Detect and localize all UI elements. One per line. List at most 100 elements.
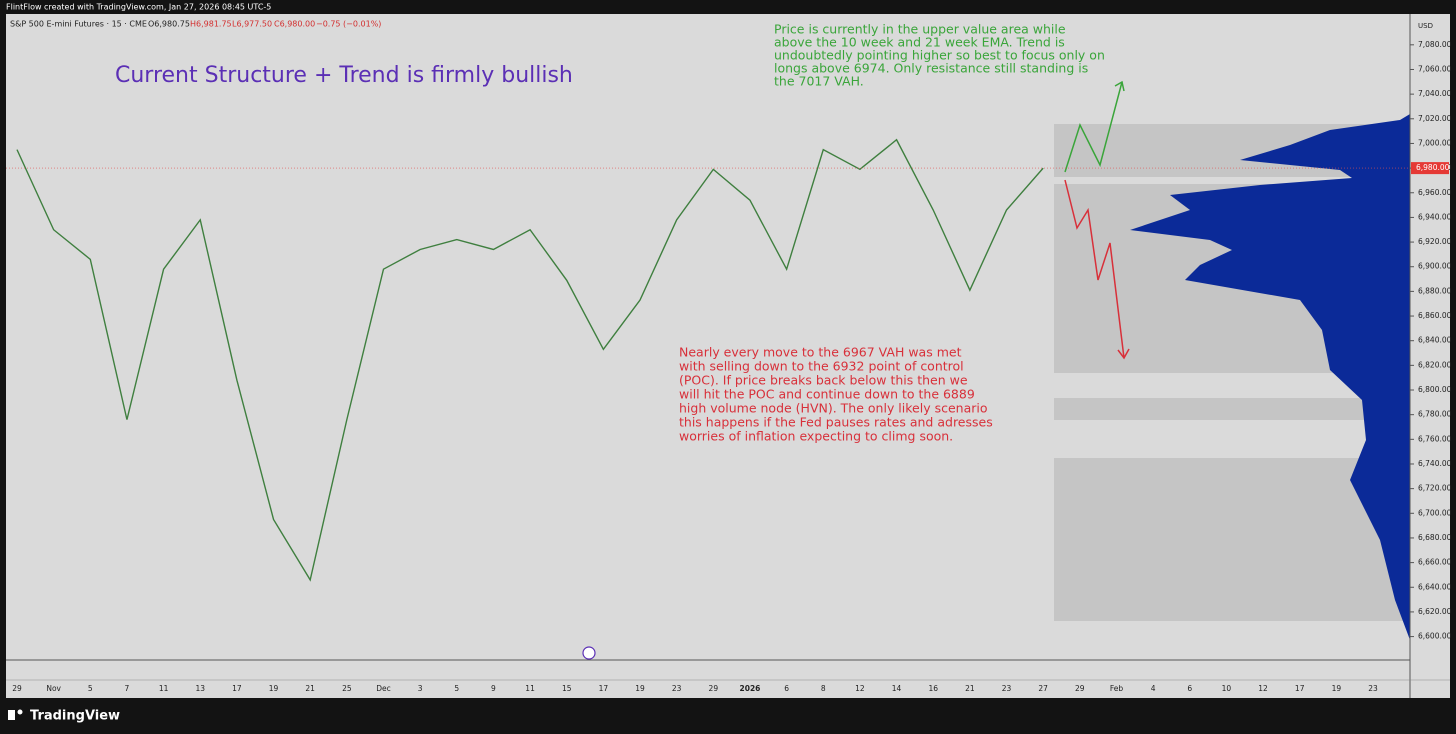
x-tick-label: 5 bbox=[88, 684, 93, 693]
y-tick-label: 6,660.00 bbox=[1418, 558, 1452, 567]
chart-title: Current Structure + Trend is firmly bull… bbox=[115, 63, 573, 88]
x-tick-label: 14 bbox=[892, 684, 902, 693]
va-box bbox=[1054, 398, 1410, 420]
last-price-label: 6,980.00 bbox=[1416, 163, 1450, 172]
annotation-bull: above the 10 week and 21 week EMA. Trend… bbox=[774, 35, 1065, 50]
x-tick-label: Feb bbox=[1110, 684, 1124, 693]
y-tick-label: 6,960.00 bbox=[1418, 188, 1452, 197]
x-tick-label: 11 bbox=[159, 684, 169, 693]
x-tick-label: 17 bbox=[1295, 684, 1305, 693]
x-tick-label: 8 bbox=[821, 684, 826, 693]
ohlc-value: L6,977.50 bbox=[232, 20, 272, 29]
y-tick-label: 7,000.00 bbox=[1418, 138, 1452, 147]
y-tick-label: 6,880.00 bbox=[1418, 286, 1452, 295]
x-tick-label: 19 bbox=[269, 684, 279, 693]
volume-profile bbox=[1130, 114, 1410, 640]
y-tick-label: 6,860.00 bbox=[1418, 311, 1452, 320]
y-tick-label: 6,820.00 bbox=[1418, 360, 1452, 369]
x-tick-label: 23 bbox=[1368, 684, 1378, 693]
ohlc-value: H6,981.75 bbox=[190, 20, 232, 29]
x-tick-label: 19 bbox=[635, 684, 645, 693]
ohlc-value: O6,980.75 bbox=[148, 20, 190, 29]
x-tick-label: 29 bbox=[709, 684, 719, 693]
bear-arrow bbox=[1064, 179, 1125, 359]
x-tick-label: 5 bbox=[454, 684, 459, 693]
bull-arrowhead bbox=[1114, 80, 1125, 92]
ohlc-value: −0.75 (−0.01%) bbox=[316, 20, 381, 29]
annotation-bear: (POC). If price breaks back below this t… bbox=[679, 373, 968, 388]
annotation-bull: longs above 6974. Only resistance still … bbox=[774, 61, 1088, 76]
x-tick-label: 16 bbox=[928, 684, 938, 693]
x-tick-label: 4 bbox=[1151, 684, 1156, 693]
logo bbox=[8, 710, 15, 720]
y-tick-label: 7,020.00 bbox=[1418, 114, 1452, 123]
y-tick-label: 6,760.00 bbox=[1418, 434, 1452, 443]
x-tick-label: 23 bbox=[672, 684, 682, 693]
x-tick-label: 12 bbox=[855, 684, 865, 693]
x-tick-label: 15 bbox=[562, 684, 572, 693]
x-tick-label: 7 bbox=[125, 684, 130, 693]
x-tick-label: Dec bbox=[376, 684, 391, 693]
x-tick-label: 9 bbox=[491, 684, 496, 693]
annotation-bear: this happens if the Fed pauses rates and… bbox=[679, 415, 993, 430]
x-tick-label: 19 bbox=[1332, 684, 1342, 693]
annotation-bear: high volume node (HVN). The only likely … bbox=[679, 401, 988, 416]
x-tick-label: 6 bbox=[784, 684, 789, 693]
ohlc-value: C6,980.00 bbox=[274, 20, 315, 29]
x-tick-label: 3 bbox=[418, 684, 423, 693]
x-tick-label: 27 bbox=[1038, 684, 1048, 693]
y-tick-label: 6,640.00 bbox=[1418, 582, 1452, 591]
x-tick-label: 29 bbox=[12, 684, 22, 693]
annotation-bull: undoubtedly pointing higher so best to f… bbox=[774, 48, 1105, 63]
x-tick-label: 23 bbox=[1002, 684, 1012, 693]
annotation-bear: with selling down to the 6932 point of c… bbox=[679, 359, 964, 374]
price-line bbox=[16, 138, 1044, 582]
footer-bar bbox=[0, 698, 1456, 734]
logo bbox=[17, 709, 23, 715]
y-tick-label: 7,060.00 bbox=[1418, 64, 1452, 73]
currency: USD bbox=[1418, 22, 1433, 30]
footer-brand: TradingView bbox=[30, 709, 120, 724]
annotation-bear: Nearly every move to the 6967 VAH was me… bbox=[679, 345, 962, 360]
y-tick-label: 6,780.00 bbox=[1418, 410, 1452, 419]
x-tick-label: 17 bbox=[599, 684, 609, 693]
annotation-bear: will hit the POC and continue down to th… bbox=[679, 387, 975, 402]
x-tick-label: 21 bbox=[305, 684, 315, 693]
y-tick-label: 6,900.00 bbox=[1418, 262, 1452, 271]
x-tick-label: 10 bbox=[1222, 684, 1232, 693]
x-tick-label: 29 bbox=[1075, 684, 1085, 693]
y-tick-label: 6,940.00 bbox=[1418, 212, 1452, 221]
x-tick-label: 11 bbox=[525, 684, 535, 693]
annotation-bull: the 7017 VAH. bbox=[774, 74, 864, 89]
x-tick-label: 13 bbox=[195, 684, 205, 693]
x-tick-label: 21 bbox=[965, 684, 975, 693]
y-tick-label: 6,700.00 bbox=[1418, 508, 1452, 517]
replay-icon[interactable] bbox=[582, 646, 596, 660]
annotation-bull: Price is currently in the upper value ar… bbox=[774, 22, 1066, 37]
y-tick-label: 6,620.00 bbox=[1418, 607, 1452, 616]
bear-arrowhead bbox=[1117, 348, 1130, 360]
x-tick-label: Nov bbox=[46, 684, 61, 693]
y-tick-label: 6,740.00 bbox=[1418, 459, 1452, 468]
x-tick-label: 25 bbox=[342, 684, 352, 693]
y-tick-label: 6,920.00 bbox=[1418, 237, 1452, 246]
symbol: S&P 500 E-mini Futures · 15 · CME bbox=[10, 20, 147, 29]
y-tick-label: 7,040.00 bbox=[1418, 89, 1452, 98]
annotation-bear: worries of inflation expecting to climg … bbox=[679, 429, 953, 444]
y-tick-label: 6,840.00 bbox=[1418, 336, 1452, 345]
last-price-box bbox=[1411, 162, 1449, 175]
y-tick-label: 7,080.00 bbox=[1418, 40, 1452, 49]
x-tick-label: 2026 bbox=[740, 684, 761, 693]
y-tick-label: 6,720.00 bbox=[1418, 484, 1452, 493]
x-tick-label: 12 bbox=[1258, 684, 1268, 693]
y-tick-label: 6,800.00 bbox=[1418, 385, 1452, 394]
bull-arrow bbox=[1064, 81, 1123, 173]
y-tick-label: 6,680.00 bbox=[1418, 533, 1452, 542]
x-tick-label: 17 bbox=[232, 684, 242, 693]
x-tick-label: 6 bbox=[1187, 684, 1192, 693]
header: FlintFlow created with TradingView.com, … bbox=[6, 3, 271, 12]
y-tick-label: 6,600.00 bbox=[1418, 632, 1452, 641]
va-box bbox=[1054, 458, 1410, 621]
